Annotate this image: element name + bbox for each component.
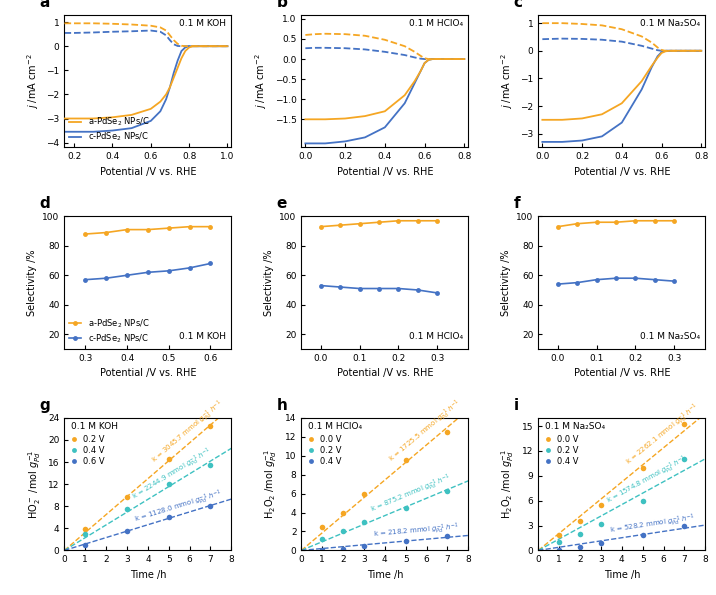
- Text: a: a: [39, 0, 50, 10]
- X-axis label: Potential /V vs. RHE: Potential /V vs. RHE: [574, 167, 670, 177]
- Y-axis label: $j$ /mA cm$^{-2}$: $j$ /mA cm$^{-2}$: [25, 54, 41, 109]
- Y-axis label: Selectivity /%: Selectivity /%: [500, 249, 511, 316]
- Text: k = 1725.5 mmol $g_{Pd}^{-1}$ $h^{-1}$: k = 1725.5 mmol $g_{Pd}^{-1}$ $h^{-1}$: [387, 397, 465, 466]
- Text: c: c: [513, 0, 523, 10]
- X-axis label: Potential /V vs. RHE: Potential /V vs. RHE: [337, 368, 433, 378]
- Text: k = 2262.1 mmol $g_{Pd}^{-1}$ $h^{-1}$: k = 2262.1 mmol $g_{Pd}^{-1}$ $h^{-1}$: [624, 401, 703, 469]
- Text: 0.1 M KOH: 0.1 M KOH: [179, 19, 226, 28]
- Y-axis label: $j$ /mA cm$^{-2}$: $j$ /mA cm$^{-2}$: [253, 54, 269, 109]
- Legend: a-PdSe$_2$ NPs/C, c-PdSe$_2$ NPs/C: a-PdSe$_2$ NPs/C, c-PdSe$_2$ NPs/C: [69, 317, 150, 345]
- Y-axis label: Selectivity /%: Selectivity /%: [26, 249, 37, 316]
- Text: 0.1 M Na₂SO₄: 0.1 M Na₂SO₄: [640, 19, 700, 28]
- X-axis label: Potential /V vs. RHE: Potential /V vs. RHE: [574, 368, 670, 378]
- Legend: a-PdSe$_2$ NPs/C, c-PdSe$_2$ NPs/C: a-PdSe$_2$ NPs/C, c-PdSe$_2$ NPs/C: [69, 116, 150, 143]
- Y-axis label: Selectivity /%: Selectivity /%: [263, 249, 274, 316]
- X-axis label: Time /h: Time /h: [130, 570, 166, 580]
- Text: k = 875.2 mmol $g_{Pd}^{-1}$ $h^{-1}$: k = 875.2 mmol $g_{Pd}^{-1}$ $h^{-1}$: [369, 472, 454, 517]
- Text: k = 1574.8 mmol $g_{Pd}^{-1}$ $h^{-1}$: k = 1574.8 mmol $g_{Pd}^{-1}$ $h^{-1}$: [605, 453, 691, 508]
- Text: 0.1 M KOH: 0.1 M KOH: [71, 422, 118, 431]
- Y-axis label: HO$_2^-$ /mol $g_{Pd}^{-1}$: HO$_2^-$ /mol $g_{Pd}^{-1}$: [26, 449, 42, 519]
- X-axis label: Time /h: Time /h: [604, 570, 640, 580]
- Text: g: g: [39, 397, 50, 412]
- Y-axis label: $j$ /mA cm$^{-2}$: $j$ /mA cm$^{-2}$: [499, 54, 515, 109]
- Text: k = 2244.9 mmol $g_{Pd}^{-1}$ $h^{-1}$: k = 2244.9 mmol $g_{Pd}^{-1}$ $h^{-1}$: [130, 445, 216, 504]
- Text: k = 1128.0 mmol $g_{Pd}^{-1}$ $h^{-1}$: k = 1128.0 mmol $g_{Pd}^{-1}$ $h^{-1}$: [134, 487, 225, 527]
- Text: k = 218.2 mmol $g_{Pd}^{-1}$ $h^{-1}$: k = 218.2 mmol $g_{Pd}^{-1}$ $h^{-1}$: [373, 521, 460, 542]
- Text: 0.1 M Na₂SO₄: 0.1 M Na₂SO₄: [640, 332, 700, 341]
- Text: i: i: [513, 397, 518, 412]
- Text: f: f: [513, 196, 520, 211]
- X-axis label: Potential /V vs. RHE: Potential /V vs. RHE: [337, 167, 433, 177]
- Text: 0.1 M HClO₄: 0.1 M HClO₄: [308, 422, 362, 431]
- Text: k = 528.2 mmol $g_{Pd}^{-1}$ $h^{-1}$: k = 528.2 mmol $g_{Pd}^{-1}$ $h^{-1}$: [609, 512, 697, 538]
- Legend: 0.0 V, 0.2 V, 0.4 V: 0.0 V, 0.2 V, 0.4 V: [309, 436, 342, 465]
- X-axis label: Potential /V vs. RHE: Potential /V vs. RHE: [100, 167, 196, 177]
- Y-axis label: H$_2$O$_2$ /mol $g_{Pd}^{-1}$: H$_2$O$_2$ /mol $g_{Pd}^{-1}$: [500, 449, 516, 519]
- X-axis label: Time /h: Time /h: [367, 570, 403, 580]
- Text: d: d: [39, 196, 50, 211]
- Text: 0.1 M Na₂SO₄: 0.1 M Na₂SO₄: [545, 422, 605, 431]
- Text: 0.1 M HClO₄: 0.1 M HClO₄: [409, 332, 463, 341]
- Text: k = 3045.7 mmol $g_{Pd}^{-1}$ $h^{-1}$: k = 3045.7 mmol $g_{Pd}^{-1}$ $h^{-1}$: [150, 397, 227, 467]
- Y-axis label: H$_2$O$_2$ /mol $g_{Pd}^{-1}$: H$_2$O$_2$ /mol $g_{Pd}^{-1}$: [263, 449, 279, 519]
- Text: 0.1 M KOH: 0.1 M KOH: [179, 332, 226, 341]
- Text: 0.1 M HClO₄: 0.1 M HClO₄: [409, 19, 463, 28]
- Text: b: b: [276, 0, 287, 10]
- Text: e: e: [276, 196, 286, 211]
- Legend: 0.2 V, 0.4 V, 0.6 V: 0.2 V, 0.4 V, 0.6 V: [72, 436, 105, 465]
- X-axis label: Potential /V vs. RHE: Potential /V vs. RHE: [100, 368, 196, 378]
- Legend: 0.0 V, 0.2 V, 0.4 V: 0.0 V, 0.2 V, 0.4 V: [546, 436, 579, 465]
- Text: h: h: [276, 397, 287, 412]
